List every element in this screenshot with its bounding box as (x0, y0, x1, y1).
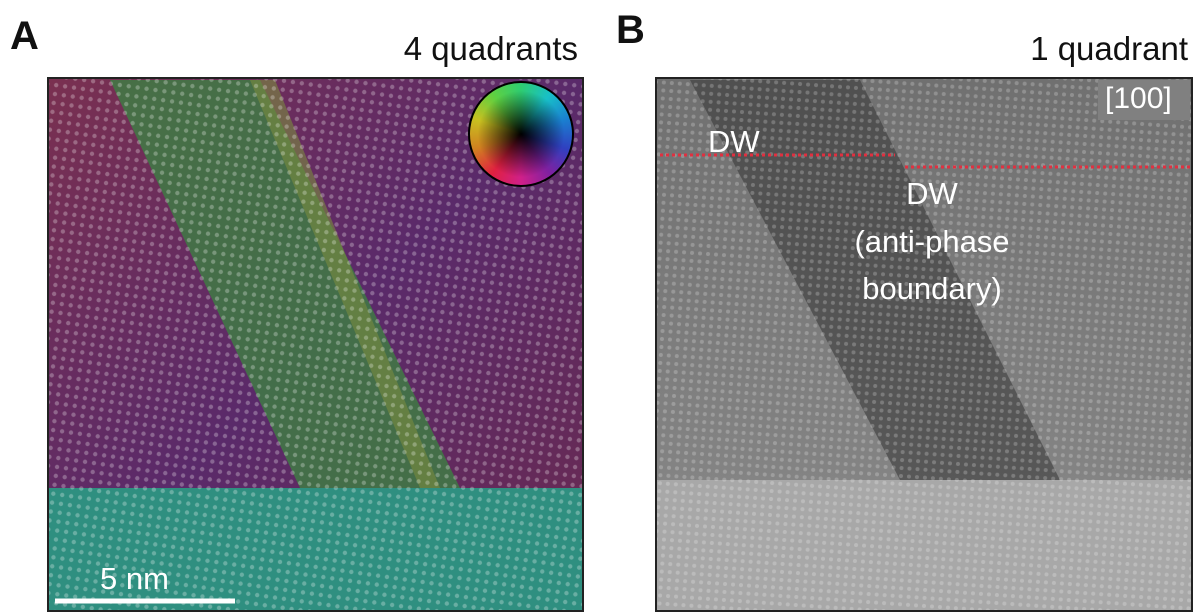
annotation: boundary) (862, 273, 1002, 304)
scale-bar-label: 5 nm (100, 563, 169, 594)
figure: A 4 quadrants 5 nm B 1 quadrant [100] DW… (0, 0, 1196, 613)
annotation: DW (708, 126, 760, 157)
panel-label: B (616, 10, 645, 50)
panel-title: 1 quadrant (1030, 32, 1188, 65)
orientation-label: [100] (1105, 84, 1172, 114)
figure-images (0, 0, 1196, 613)
color-wheel (468, 81, 574, 187)
annotation: (anti-phase (854, 226, 1009, 257)
annotation: DW (906, 178, 958, 209)
panel-label: A (10, 16, 39, 56)
panel-title: 4 quadrants (404, 32, 578, 65)
